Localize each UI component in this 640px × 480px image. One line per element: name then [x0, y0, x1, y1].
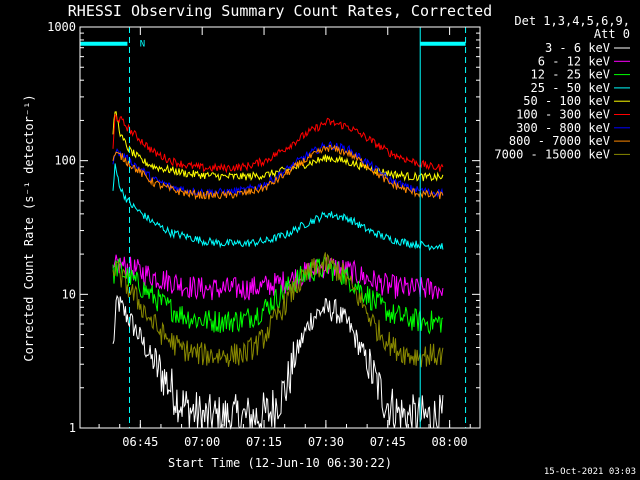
plot-area: N [79, 27, 467, 430]
legend-label-0: 3 - 6 keV [545, 41, 610, 55]
legend-label-5: 100 - 300 keV [516, 108, 610, 122]
footer-date: 15-Oct-2021 03:03 [544, 467, 636, 477]
legend-label-4: 50 - 100 keV [523, 94, 610, 108]
legend-label-1: 6 - 12 keV [538, 54, 610, 68]
x-ticks: 06:45 07:00 07:15 07:30 07:45 08:00 [98, 27, 471, 449]
x-tick-label-5: 08:00 [432, 435, 468, 449]
x-tick-label-4: 07:45 [370, 435, 406, 449]
y-tick-label-0: 1 [69, 421, 76, 435]
detector-info-line-1: Det 1,3,4,5,6,9, [514, 14, 630, 28]
legend-label-7: 800 - 7000 keV [509, 134, 610, 148]
x-tick-label-2: 07:15 [246, 435, 282, 449]
y-axis-label: Corrected Count Rate (s⁻¹ detector⁻¹) [22, 94, 36, 361]
axes [79, 26, 481, 429]
legend-label-3: 25 - 50 keV [531, 81, 610, 95]
series-line-7 [112, 144, 444, 201]
series-line-8 [112, 252, 444, 368]
series-line-3 [112, 163, 444, 251]
x-tick-label-3: 07:30 [308, 435, 344, 449]
series-line-5 [112, 113, 444, 174]
detector-info-line-2: Att 0 [594, 27, 630, 41]
x-tick-label-1: 07:00 [184, 435, 220, 449]
chart-title: RHESSI Observing Summary Count Rates, Co… [68, 2, 492, 20]
plot-frame [79, 26, 481, 429]
y-tick-label-1: 10 [62, 287, 76, 301]
series-line-4 [112, 111, 444, 182]
legend-label-2: 12 - 25 keV [531, 68, 610, 82]
y-ticks: 1 10 100 1000 [47, 20, 480, 435]
legend-label-8: 7000 - 15000 keV [494, 147, 610, 161]
flag-label: N [140, 40, 145, 50]
y-tick-label-3: 1000 [47, 20, 76, 34]
series-line-1 [112, 254, 444, 301]
series-line-0 [112, 294, 444, 430]
x-tick-label-0: 06:45 [122, 435, 158, 449]
x-axis-label: Start Time (12-Jun-10 06:30:22) [168, 456, 392, 470]
y-tick-label-2: 100 [54, 154, 76, 168]
legend-label-6: 300 - 800 keV [516, 121, 610, 135]
